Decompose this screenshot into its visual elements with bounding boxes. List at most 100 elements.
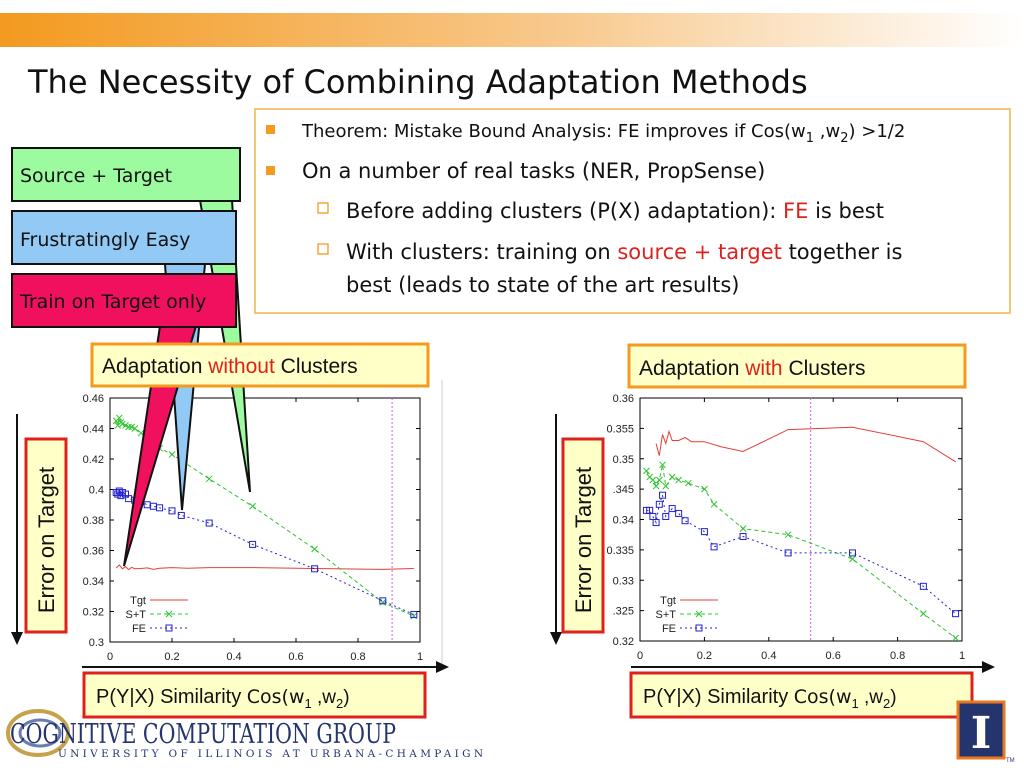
y-tick-label: 0.38 — [83, 515, 104, 527]
callout-frustratingly-easy-label: Frustratingly Easy — [20, 229, 190, 251]
series-line-Tgt — [655, 426, 956, 463]
data-point-S+T — [739, 525, 747, 532]
data-point-S+T — [710, 500, 718, 508]
data-point-FE — [143, 501, 151, 509]
data-point-FE — [249, 540, 257, 548]
data-point-S+T — [205, 475, 213, 483]
data-point-S+T — [684, 479, 692, 487]
data-point-S+T — [701, 485, 708, 493]
legend-label-Tgt: Tgt — [660, 595, 676, 607]
y-tick-label: 0.335 — [606, 545, 634, 557]
y-tick-label: 0.36 — [613, 393, 634, 405]
data-point-FE — [675, 509, 683, 517]
bullet-real-tasks: On a number of real tasks (NER, PropSens… — [302, 159, 765, 183]
y-tick-label: .345 — [613, 484, 634, 496]
bullet-marker-1 — [266, 125, 275, 134]
caption-without-clusters-text: Adaptation without Clusters — [102, 355, 358, 378]
data-point-S+T — [649, 476, 657, 484]
chart-without-clusters: 0.3 0.32 0.34 0.36 0.38 0.4 0.42 0.44 0.46 0 0.2 0.… — [83, 393, 423, 663]
sub-bullet-before-clusters: Before adding clusters (P(X) adaptation)… — [346, 199, 884, 223]
data-point-FE — [784, 549, 792, 557]
data-point-S+T — [849, 555, 856, 563]
data-point-FE — [681, 517, 689, 525]
series-line-FE — [115, 489, 415, 615]
series-line-Tgt — [115, 564, 414, 571]
series-line-S+T — [645, 464, 956, 639]
error-on-target-left-box — [24, 437, 68, 634]
x-tick-label: 0.2 — [164, 651, 179, 663]
data-point-S+T — [675, 476, 682, 484]
data-point-FE — [952, 610, 960, 618]
bullet-theorem: Theorem: Mistake Bound Analysis: FE impr… — [301, 121, 905, 146]
callout-train-on-target — [11, 273, 237, 328]
data-point-S+T — [920, 610, 927, 618]
data-point-FE — [379, 597, 387, 605]
x-arrow-left-head — [436, 661, 449, 673]
data-point-FE — [149, 502, 157, 510]
legend-marker-FE — [695, 624, 703, 632]
data-point-FE — [919, 582, 927, 590]
legend-marker-S+T — [695, 610, 703, 618]
y-arrow-left-head — [11, 632, 23, 645]
data-point-S+T — [668, 473, 676, 481]
x-arrow-right-head — [982, 661, 995, 673]
callout-frustratingly-easy — [11, 210, 237, 265]
legend-label-FE: FE — [132, 623, 146, 635]
y-tick-label: 0.46 — [83, 393, 104, 405]
legend-marker-FE — [165, 624, 173, 632]
logo-name: COGNITIVE COMPUTATION GROUP — [10, 719, 396, 750]
callout-train-on-target-label: Train on Target only — [19, 291, 206, 313]
y-tick-label: 0.36 — [83, 546, 104, 558]
sub-bullet-with-clusters: With clusters: training on source + targ… — [346, 240, 902, 264]
data-point-FE — [410, 611, 418, 619]
data-point-FE — [659, 491, 667, 499]
data-point-FE — [177, 511, 185, 519]
y-tick-label: 0.42 — [83, 454, 104, 466]
x-tick-label: 1 — [959, 650, 965, 662]
data-point-S+T — [662, 482, 670, 490]
legend-label-Tgt: Tgt — [130, 595, 146, 607]
y-tick-label: 0.35 — [613, 454, 634, 466]
y-tick-label: 0.33 — [613, 575, 634, 587]
bullet-marker-2 — [266, 166, 275, 175]
data-point-S+T — [659, 461, 666, 469]
x-tick-label: 0.4 — [226, 651, 241, 663]
caption-with-clusters-text: Adaptation with Clusters — [639, 357, 865, 380]
y-tick-label: 0.32 — [613, 636, 634, 648]
y-tick-label: 0.34 — [613, 515, 634, 527]
data-point-FE — [311, 565, 319, 573]
data-point-S+T — [125, 423, 132, 431]
y-tick-label: .325 — [613, 606, 634, 618]
data-point-FE — [668, 505, 676, 513]
x-tick-label: 0.6 — [826, 650, 841, 662]
data-point-FE — [156, 504, 164, 512]
x-tick-label: 0.6 — [288, 651, 303, 663]
logo-swoosh-icon — [6, 709, 70, 757]
illinois-mark: I — [971, 708, 992, 759]
data-point-FE — [655, 500, 663, 508]
data-point-S+T — [652, 482, 660, 490]
data-point-FE — [205, 519, 213, 527]
caption-without-clusters — [90, 342, 430, 388]
x-tick-label: 0 — [107, 651, 113, 663]
x-tick-label: 0 — [637, 650, 643, 662]
data-point-FE — [849, 549, 857, 557]
slide-title: The Necessity of Combining Adaptation Me… — [27, 63, 808, 101]
data-point-S+T — [952, 634, 959, 642]
x-tick-label: 1 — [417, 651, 423, 663]
error-on-target-left: Error on Target — [34, 467, 59, 613]
trademark: TM — [1006, 758, 1015, 764]
error-on-target-right-box — [561, 437, 605, 634]
series-line-FE — [646, 495, 956, 615]
caption-with-clusters — [627, 343, 967, 389]
sub-bullet-with-clusters-line2: best (leads to state of the art results) — [346, 273, 740, 297]
x-tick-label: 0.4 — [761, 650, 776, 662]
data-point-S+T — [655, 476, 663, 484]
similarity-box-left — [82, 671, 427, 719]
data-point-FE — [168, 507, 176, 515]
callout-source-target — [11, 147, 241, 202]
data-point-FE — [662, 512, 670, 520]
data-point-S+T — [410, 612, 418, 620]
similarity-box-right — [629, 671, 974, 719]
